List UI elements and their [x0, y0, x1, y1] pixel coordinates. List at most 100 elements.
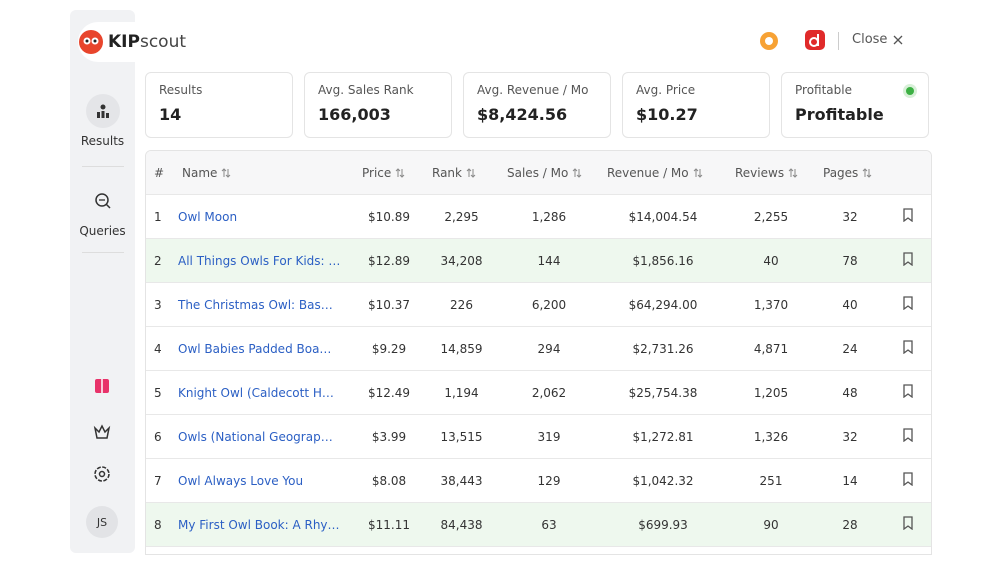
bookmark-cell [885, 238, 931, 283]
table-cell: 7 [146, 458, 174, 503]
table-cell: $11.11 [354, 502, 424, 547]
table-row: 5 Knight Owl (Caldecott H… $12.49 1,194 2,06… [146, 370, 931, 415]
bookmark-cell [885, 414, 931, 459]
close-button[interactable]: Close [852, 32, 903, 47]
book-title-link[interactable]: My First Owl Book: A Rhy… [174, 502, 354, 547]
table-body: 1 Owl Moon $10.89 2,295 1,286 $14,004.54 2,255… [146, 194, 931, 554]
results-table: # Name Price Rank Sales / Mo Revenue / Mo Revi… [146, 151, 931, 554]
bookmark-cell [885, 458, 931, 503]
book-title-link[interactable]: Owl Babies Padded Boa… [174, 326, 354, 371]
divider [82, 252, 124, 253]
app-icon[interactable] [758, 30, 780, 52]
book-title-link[interactable]: The Christmas Owl: Bas… [174, 282, 354, 327]
book-title-link[interactable]: Owls (National Geograp… [174, 414, 354, 459]
table-cell: 6 [146, 414, 174, 459]
table-cell: $1,042.32 [599, 458, 727, 503]
column-header[interactable]: Name [174, 151, 354, 195]
table-cell: 319 [499, 414, 599, 459]
queries-nav[interactable]: Queries [70, 184, 135, 238]
table-cell: 84,438 [424, 502, 499, 547]
table-cell: 8 [146, 502, 174, 547]
queries-glyph [94, 193, 111, 209]
results-nav[interactable]: Results [70, 94, 135, 148]
table-cell: 1,286 [499, 194, 599, 239]
table-cell: 80 [499, 546, 599, 554]
stat-label: Avg. Revenue / Mo [477, 83, 589, 97]
table-cell: 144 [499, 238, 599, 283]
avatar[interactable]: JS [86, 506, 118, 538]
sort-icon [693, 167, 702, 178]
table-cell: $7.99 [354, 546, 424, 554]
bookmark-button[interactable] [902, 252, 914, 267]
table-cell: $10.89 [354, 194, 424, 239]
table-cell: 2,295 [424, 194, 499, 239]
table-row: 9Owls (New & Updated)$7.9965,12180$639.2… [146, 546, 931, 554]
stat-value: 166,003 [318, 105, 391, 124]
status-dot [906, 87, 914, 95]
table-cell: 2,255 [727, 194, 815, 239]
table-cell: 6,200 [499, 282, 599, 327]
table-cell: 38,443 [424, 458, 499, 503]
bookmark-cell [885, 326, 931, 371]
table-cell: $14,004.54 [599, 194, 727, 239]
results-label: Results [80, 134, 125, 148]
bookmark-button[interactable] [902, 340, 914, 355]
book-title-link[interactable]: Owls (New & Updated) [174, 546, 354, 554]
table-cell: 90 [727, 502, 815, 547]
stat-card: Avg. Revenue / Mo $8,424.56 [463, 72, 611, 138]
bookmark-button[interactable] [902, 428, 914, 443]
table-cell: 129 [499, 458, 599, 503]
table-cell: 1,370 [727, 282, 815, 327]
table-row: 4 Owl Babies Padded Boa… $9.29 14,859 294 $2,… [146, 326, 931, 371]
bookmark-button[interactable] [902, 208, 914, 223]
column-header [885, 151, 931, 195]
table-cell: $64,294.00 [599, 282, 727, 327]
table-cell: 1 [146, 194, 174, 239]
table-cell: $1,272.81 [599, 414, 727, 459]
column-header[interactable]: Pages [815, 151, 885, 195]
book-title-link[interactable]: Knight Owl (Caldecott H… [174, 370, 354, 415]
table-row: 3 The Christmas Owl: Bas… $10.37 226 6,200 $6… [146, 282, 931, 327]
table-cell: 14,859 [424, 326, 499, 371]
book-title-link[interactable]: All Things Owls For Kids: … [174, 238, 354, 283]
column-header[interactable]: Reviews [727, 151, 815, 195]
column-header[interactable]: Price [354, 151, 424, 195]
column-header[interactable]: Revenue / Mo [599, 151, 727, 195]
stat-card: Avg. Price $10.27 [622, 72, 770, 138]
table-cell: $12.89 [354, 238, 424, 283]
book-title-link[interactable]: Owl Always Love You [174, 458, 354, 503]
bookmark-button[interactable] [902, 384, 914, 399]
settings-icon[interactable] [90, 462, 114, 486]
queries-label: Queries [79, 224, 126, 238]
sort-icon [395, 167, 405, 178]
column-header[interactable]: Sales / Mo [499, 151, 599, 195]
stat-label: Avg. Sales Rank [318, 83, 414, 97]
table-row: 7 Owl Always Love You $8.08 38,443 129 $1,042… [146, 458, 931, 503]
table-cell: 1,205 [727, 370, 815, 415]
table-cell: 28 [815, 502, 885, 547]
column-label: Pages [823, 165, 859, 180]
table-cell: 14 [815, 458, 885, 503]
table-row: 2 All Things Owls For Kids: … $12.89 34,208… [146, 238, 931, 283]
column-label: Sales / Mo [507, 165, 569, 180]
crown-icon[interactable] [90, 420, 114, 444]
bookmark-button[interactable] [902, 472, 914, 487]
bookmark-button[interactable] [902, 516, 914, 531]
table-cell: 3 [146, 282, 174, 327]
book-icon[interactable] [90, 374, 114, 398]
column-header[interactable]: Rank [424, 151, 499, 195]
column-label: Rank [432, 165, 462, 180]
table-cell: 34,208 [424, 238, 499, 283]
stat-label: Profitable [795, 83, 852, 97]
bookmark-button[interactable] [902, 296, 914, 311]
table-cell: $9.29 [354, 326, 424, 371]
table-cell: 65,121 [424, 546, 499, 554]
stat-value: 14 [159, 105, 182, 124]
header-row: # Name Price Rank Sales / Mo Revenue / Mo Revi… [146, 151, 931, 195]
table-cell: 5 [146, 370, 174, 415]
stat-card: Results 14 [145, 72, 293, 138]
queries-icon [86, 184, 120, 218]
app-icon[interactable] [804, 29, 826, 51]
book-title-link[interactable]: Owl Moon [174, 194, 354, 239]
table-cell: 32 [815, 194, 885, 239]
